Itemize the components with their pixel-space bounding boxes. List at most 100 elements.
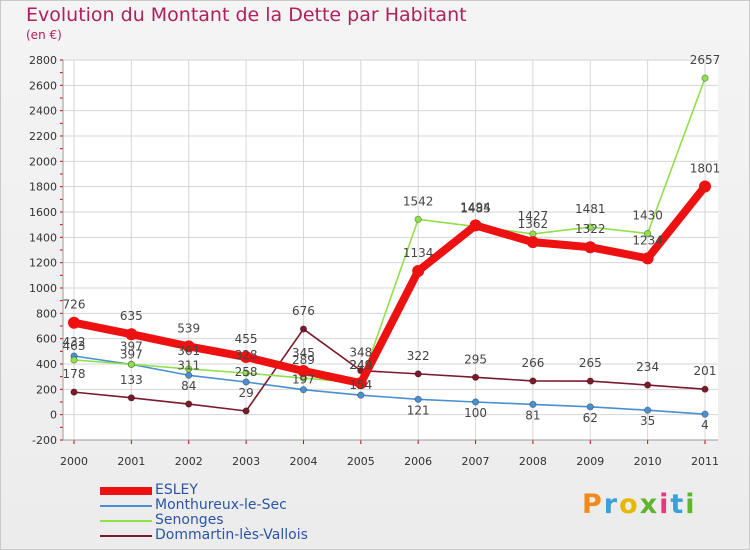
data-point-esley [699,180,711,193]
data-point-dommartin-l-s-vallois [185,400,193,408]
x-tick-label: 2007 [462,455,490,468]
legend-label-dommartin: Dommartin-lès-Vallois [155,527,308,543]
x-tick-label: 2010 [634,455,662,468]
data-label: 295 [464,352,487,366]
data-label: 121 [407,403,430,417]
data-point-dommartin-l-s-vallois [471,373,480,381]
logo-letter: i [685,489,697,520]
data-label: 397 [120,347,143,361]
data-point-senonges [185,365,193,373]
axes: -200 0 200 400 600 800 1000 1200 1400 1600 1800 200… [29,54,719,468]
data-label: 84 [181,379,196,393]
data-labels: 726 635 539 455 345 249 1134 1494 1362 1322 1234 18… [63,53,721,432]
x-tick-label: 2003 [232,455,260,468]
y-tick-label: 200 [36,383,57,396]
series-line-esley [70,182,709,388]
logo-letter: x [639,489,660,520]
y-tick-label: 1200 [29,257,57,270]
y-tick-label: 1000 [29,282,57,295]
y-tick-label: 0 [50,409,57,422]
data-label: 62 [583,411,598,425]
data-label: 133 [120,373,143,387]
data-point-senonges [70,356,78,364]
data-point-monthureux-le-sec [586,403,594,411]
data-label: 35 [640,414,655,428]
legend-swatch-senonges [100,520,152,522]
y-tick-label: 1800 [29,181,57,194]
data-point-senonges [701,74,709,82]
legend-swatch-dommartin [100,535,152,537]
data-point-esley [412,265,425,278]
series [68,74,711,418]
data-label: 154 [349,378,372,392]
data-label: 635 [120,309,143,323]
y-tick-label: 1400 [29,231,57,244]
logo-letter: i [659,489,671,520]
data-label: 81 [525,408,540,422]
logo-letter: r [603,489,620,520]
data-point-esley [125,328,138,341]
data-label: 201 [694,364,717,378]
data-point-dommartin-l-s-vallois [127,394,135,402]
data-label: 1542 [403,194,434,208]
data-point-monthureux-le-sec [471,398,480,406]
data-point-monthureux-le-sec [242,378,250,386]
data-label: 1801 [690,162,721,176]
y-tick-label: 2200 [29,130,57,143]
legend-swatch-esley [100,487,152,495]
data-point-monthureux-le-sec [299,386,308,394]
data-point-esley [469,219,482,232]
logo-letter: P [582,489,604,520]
y-tick-label: 600 [36,333,57,346]
data-point-monthureux-le-sec [185,371,193,379]
data-point-esley [68,316,80,329]
legend-label-monthureux: Monthureux-le-Sec [155,497,287,513]
data-label: 1362 [518,217,549,231]
series-line-dommartin-l-s-vallois [73,328,706,412]
chart-subtitle: (en €) [26,28,62,42]
y-tick-label: 2400 [29,105,57,118]
y-tick-label: -200 [32,434,57,447]
data-label: 1134 [403,246,434,260]
chart-title: Evolution du Montant de la Dette par Hab… [26,4,467,26]
proxiti-logo: Proxiti [582,489,697,520]
data-point-senonges [242,369,250,377]
data-point-dommartin-l-s-vallois [70,388,78,396]
data-label: 328 [235,348,258,362]
data-point-monthureux-le-sec [529,400,537,409]
data-point-dommartin-l-s-vallois [586,377,594,385]
data-label: 29 [238,386,253,400]
data-label: 4 [701,418,709,432]
x-tick-label: 2006 [404,455,432,468]
data-point-esley [584,241,597,254]
x-tick-label: 2000 [60,455,88,468]
data-label: 311 [177,358,200,372]
data-label: 676 [292,304,315,318]
data-point-esley [526,236,539,249]
data-label: 348 [349,346,372,360]
data-label: 1234 [632,233,663,247]
data-label: 432 [63,335,86,349]
data-point-monthureux-le-sec [357,391,365,399]
data-point-senonges [586,223,594,231]
y-tick-label: 400 [36,358,57,371]
data-label: 726 [63,298,86,312]
data-label: 289 [292,353,315,367]
data-label: 455 [235,332,258,346]
data-label: 1322 [575,222,606,236]
x-tick-label: 2001 [117,455,145,468]
data-label: 249 [349,358,372,372]
data-point-monthureux-le-sec [414,395,422,403]
data-label: 197 [292,373,315,387]
data-label: 1481 [575,202,606,216]
series-line-monthureux-le-sec [73,355,706,415]
data-label: 361 [177,344,200,358]
data-label: 397 [120,339,143,353]
data-label: 2657 [690,53,721,67]
x-tick-label: 2004 [289,455,317,468]
data-label: 322 [407,349,430,363]
legend-swatch-monthureux [100,505,152,507]
y-tick-label: 2000 [29,155,57,168]
data-point-esley [182,340,195,353]
